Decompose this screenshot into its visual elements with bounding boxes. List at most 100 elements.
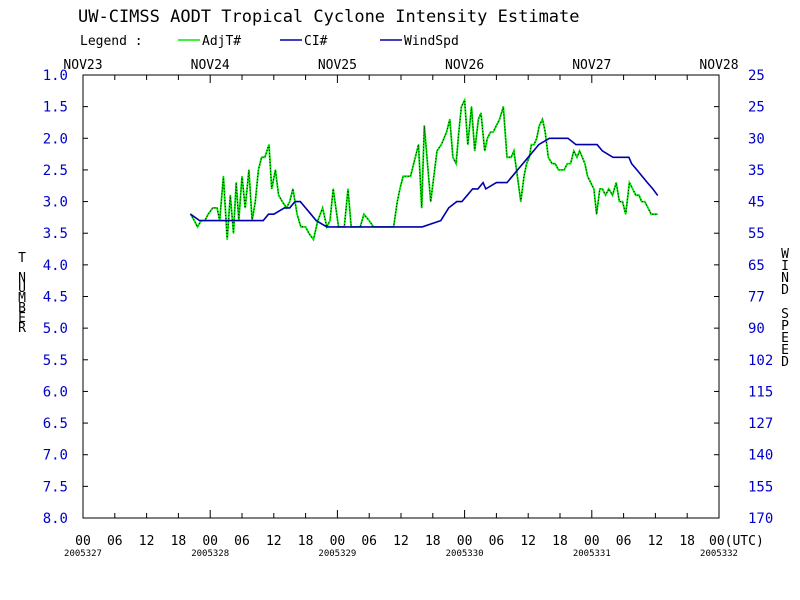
x-date-label: 2005327	[64, 549, 102, 559]
legend-entry-windspd: WindSpd	[404, 34, 459, 49]
right-tick-label: 102	[748, 353, 773, 369]
data-point	[271, 188, 273, 190]
data-point	[207, 220, 209, 222]
data-point	[656, 194, 659, 196]
data-point	[576, 156, 578, 158]
left-tick-label: 4.5	[43, 290, 68, 306]
data-point	[520, 201, 522, 203]
data-point	[226, 238, 228, 241]
x-tick-label: 00(UTC)	[709, 534, 764, 549]
data-point	[573, 150, 575, 152]
data-point	[312, 238, 315, 241]
data-point	[274, 169, 276, 171]
chart-title: UW-CIMSS AODT Tropical Cyclone Intensity…	[78, 7, 580, 27]
axis-label-letter: N	[18, 271, 26, 286]
data-point	[466, 194, 468, 196]
x-tick-label: 06	[107, 534, 123, 549]
data-point	[530, 144, 533, 146]
data-point	[608, 188, 610, 190]
data-point	[650, 213, 652, 215]
data-point	[621, 201, 624, 203]
data-point	[467, 144, 469, 146]
data-point	[289, 201, 291, 203]
data-point	[605, 194, 607, 196]
data-point	[611, 194, 614, 196]
data-point	[305, 226, 307, 228]
data-point	[332, 188, 334, 190]
data-point	[646, 182, 649, 184]
data-point	[502, 106, 504, 108]
legend: Legend : AdjT# CI# WindSpd	[80, 34, 459, 49]
data-point	[554, 163, 556, 165]
data-point	[212, 207, 214, 209]
legend-entry-ci: CI#	[304, 34, 328, 49]
x-date-label: 2005332	[700, 549, 738, 559]
data-point	[596, 213, 598, 215]
data-point	[470, 106, 473, 108]
data-point	[199, 220, 201, 222]
left-tick-label: 4.0	[43, 258, 68, 274]
x-tick-label: 06	[616, 534, 632, 549]
data-point	[448, 207, 450, 209]
data-point	[196, 226, 199, 228]
right-tick-label: 45	[748, 195, 765, 211]
x-tick-label: 06	[234, 534, 250, 549]
data-point	[289, 207, 291, 209]
data-point	[593, 188, 595, 190]
data-point	[423, 125, 425, 127]
x-tick-label: 00	[75, 534, 91, 549]
right-tick-label: 115	[748, 384, 773, 400]
data-point	[268, 144, 270, 146]
data-point	[299, 201, 301, 203]
data-point	[581, 156, 583, 158]
data-point	[526, 163, 528, 165]
data-point	[544, 131, 546, 133]
right-tick-label: 30	[748, 131, 765, 147]
data-point	[652, 188, 654, 190]
data-point	[490, 131, 492, 133]
data-point	[241, 220, 243, 222]
data-point	[474, 150, 476, 152]
data-point	[596, 144, 598, 146]
data-point	[517, 169, 519, 171]
data-point	[283, 207, 285, 209]
data-point	[551, 163, 553, 165]
data-point	[618, 201, 621, 203]
axis-label-letter: S	[781, 307, 789, 322]
data-point	[548, 137, 551, 139]
data-point	[273, 213, 275, 215]
axis-label-letter: W	[781, 247, 789, 262]
axis-label-letter: B	[18, 301, 26, 316]
data-point	[232, 232, 235, 234]
data-point	[485, 188, 487, 190]
plot-frame	[82, 74, 720, 519]
left-tick-label: 7.5	[43, 479, 68, 495]
data-point	[220, 220, 222, 222]
data-point	[506, 182, 508, 184]
series-line-dots	[190, 98, 658, 241]
data-point	[567, 137, 569, 139]
data-point	[248, 169, 250, 171]
data-point	[559, 137, 561, 139]
data-point	[486, 137, 488, 139]
data-point	[216, 207, 218, 209]
data-point	[257, 169, 259, 171]
data-point	[336, 226, 338, 228]
data-point	[628, 182, 631, 184]
top-date-label: NOV28	[699, 58, 738, 73]
right-tick-label: 65	[748, 258, 765, 274]
data-point	[538, 144, 540, 146]
series-layer	[189, 97, 659, 242]
axis-label-letter: E	[18, 311, 26, 326]
axis-label-letter: I	[781, 259, 789, 274]
axis-label-letter: D	[781, 355, 789, 370]
axis-label-letter: E	[781, 343, 789, 358]
data-point	[300, 226, 302, 228]
x-tick-label: 18	[171, 534, 187, 549]
x-tick-label: 12	[393, 534, 409, 549]
right-tick-label: 90	[748, 321, 765, 337]
data-point	[446, 131, 448, 133]
data-point	[641, 201, 643, 203]
